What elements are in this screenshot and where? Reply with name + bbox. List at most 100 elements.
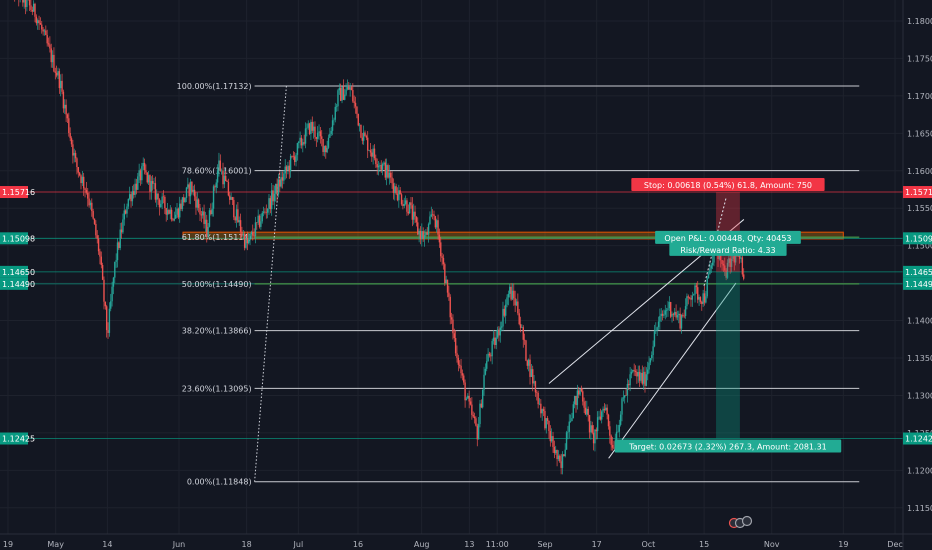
wedge-lower-line[interactable] bbox=[608, 282, 737, 459]
candle-body bbox=[334, 106, 336, 120]
candle bbox=[87, 188, 89, 207]
candle-body bbox=[304, 128, 307, 144]
candle bbox=[57, 67, 59, 80]
candle-body bbox=[119, 229, 121, 248]
candle bbox=[26, 0, 28, 12]
candle bbox=[146, 172, 148, 184]
candle bbox=[329, 128, 331, 138]
candle bbox=[486, 354, 488, 372]
candle bbox=[220, 168, 223, 175]
candle bbox=[30, 0, 32, 13]
price-left-badge: 1.14650 bbox=[0, 265, 35, 278]
candle bbox=[189, 178, 192, 205]
candle-body bbox=[438, 234, 441, 243]
candle-body bbox=[170, 209, 173, 220]
candle bbox=[73, 148, 75, 163]
price-tick-label: 1.12000 bbox=[907, 466, 932, 475]
candle bbox=[365, 134, 368, 141]
candle bbox=[618, 419, 620, 438]
candle bbox=[511, 283, 514, 301]
candle-body bbox=[250, 231, 253, 235]
candle-body bbox=[122, 219, 124, 233]
candle-body bbox=[541, 409, 543, 414]
candle bbox=[276, 178, 278, 201]
price-left-badge-bg bbox=[0, 265, 28, 278]
candle bbox=[89, 200, 92, 210]
candle-body bbox=[613, 447, 615, 449]
candle-body bbox=[598, 416, 600, 418]
candle-body bbox=[275, 183, 277, 194]
candle-body bbox=[426, 232, 428, 235]
candle bbox=[279, 171, 281, 192]
candle bbox=[568, 414, 570, 439]
candle bbox=[219, 154, 222, 172]
candle-body bbox=[542, 409, 545, 411]
candle-body bbox=[468, 395, 470, 402]
candle bbox=[321, 130, 323, 147]
candle bbox=[572, 401, 575, 419]
candle bbox=[361, 132, 364, 145]
candle bbox=[410, 196, 412, 209]
time-tick-label: 19 bbox=[3, 540, 13, 549]
candle bbox=[479, 400, 481, 428]
candle-body bbox=[407, 211, 409, 214]
candle bbox=[672, 312, 675, 321]
candle bbox=[601, 410, 603, 424]
supply-zone-rectangle[interactable] bbox=[182, 231, 844, 240]
candle bbox=[476, 423, 478, 447]
candle bbox=[112, 276, 115, 295]
candle-body bbox=[32, 3, 35, 12]
candle bbox=[170, 207, 173, 222]
candle-body bbox=[204, 219, 207, 224]
candle-body bbox=[295, 154, 297, 162]
candle bbox=[564, 443, 566, 458]
candle bbox=[624, 395, 626, 404]
candle bbox=[743, 268, 745, 281]
candle-body bbox=[74, 152, 77, 159]
candle-body bbox=[368, 150, 370, 152]
candle bbox=[472, 411, 474, 418]
candle-body bbox=[437, 220, 439, 235]
candle-body bbox=[676, 315, 679, 318]
fib-level-label: 78.60%(1.16001) bbox=[182, 167, 252, 176]
candle-body bbox=[108, 308, 111, 333]
candle bbox=[594, 428, 596, 452]
candle bbox=[460, 358, 462, 379]
candle bbox=[107, 322, 109, 339]
candle-body bbox=[653, 331, 656, 347]
candle-body bbox=[235, 209, 238, 221]
target-label: Target: 0.02673 (2.32%) 267.3, Amount: 2… bbox=[614, 439, 842, 453]
candle bbox=[241, 226, 243, 238]
candle bbox=[396, 187, 399, 202]
candle bbox=[660, 308, 662, 322]
candle bbox=[399, 186, 401, 195]
target-zone[interactable] bbox=[716, 271, 740, 439]
candle bbox=[287, 161, 289, 175]
candle-body bbox=[315, 137, 318, 139]
candle bbox=[223, 169, 226, 188]
candle bbox=[368, 149, 370, 152]
candle-body bbox=[656, 327, 658, 331]
candle-body bbox=[105, 306, 108, 331]
time-axis[interactable]: 19 May 14 Jun 18 Jul 16 Aug 13 11:00 Sep 17 Oct 15 Nov… bbox=[0, 533, 932, 549]
candle bbox=[609, 421, 611, 444]
candle-body bbox=[683, 315, 685, 317]
candle-body bbox=[226, 181, 228, 182]
candle bbox=[523, 333, 526, 345]
candle bbox=[665, 307, 668, 318]
candle-body bbox=[179, 203, 181, 218]
candle bbox=[193, 184, 196, 201]
candle-body bbox=[448, 292, 450, 297]
candle-body bbox=[688, 297, 691, 299]
candle bbox=[53, 47, 55, 73]
candle bbox=[571, 412, 573, 422]
candle bbox=[316, 126, 319, 143]
candle-body bbox=[475, 418, 477, 426]
candle bbox=[379, 162, 381, 172]
candle-body bbox=[69, 132, 71, 139]
short-position-tool[interactable]: Stop: 0.00618 (0.54%) 61.8, Amount: 750 O… bbox=[614, 178, 842, 453]
risk-reward-label-text: Risk/Reward Ratio: 4.33 bbox=[680, 246, 775, 255]
candle-body bbox=[553, 446, 556, 454]
